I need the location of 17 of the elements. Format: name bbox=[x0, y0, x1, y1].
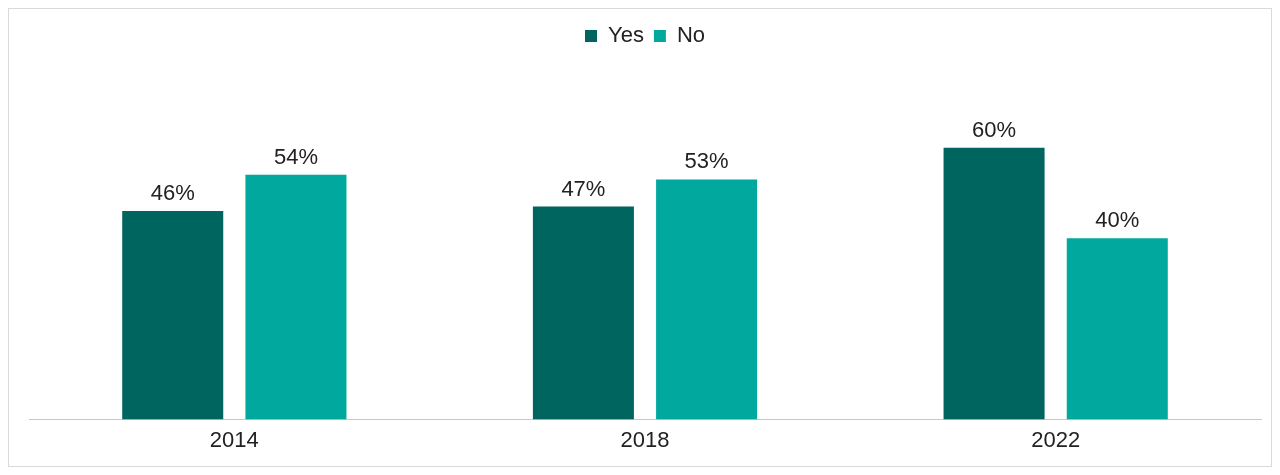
data-label: 53% bbox=[684, 148, 729, 174]
x-tick-label: 2022 bbox=[1031, 426, 1081, 452]
data-label: 40% bbox=[1095, 207, 1140, 233]
legend-label: No bbox=[676, 22, 706, 48]
data-label: 54% bbox=[273, 143, 318, 169]
bar bbox=[245, 174, 347, 420]
data-label: 60% bbox=[972, 116, 1017, 142]
bar bbox=[532, 206, 634, 420]
data-label: 47% bbox=[561, 175, 606, 201]
legend-label: Yes bbox=[607, 22, 644, 48]
bar bbox=[943, 147, 1045, 420]
bar bbox=[122, 211, 224, 420]
bar bbox=[1066, 238, 1168, 420]
data-label: 46% bbox=[150, 180, 195, 206]
x-tick-label: 2018 bbox=[620, 426, 670, 452]
x-tick-label: 2014 bbox=[209, 426, 259, 452]
bar bbox=[656, 179, 758, 420]
